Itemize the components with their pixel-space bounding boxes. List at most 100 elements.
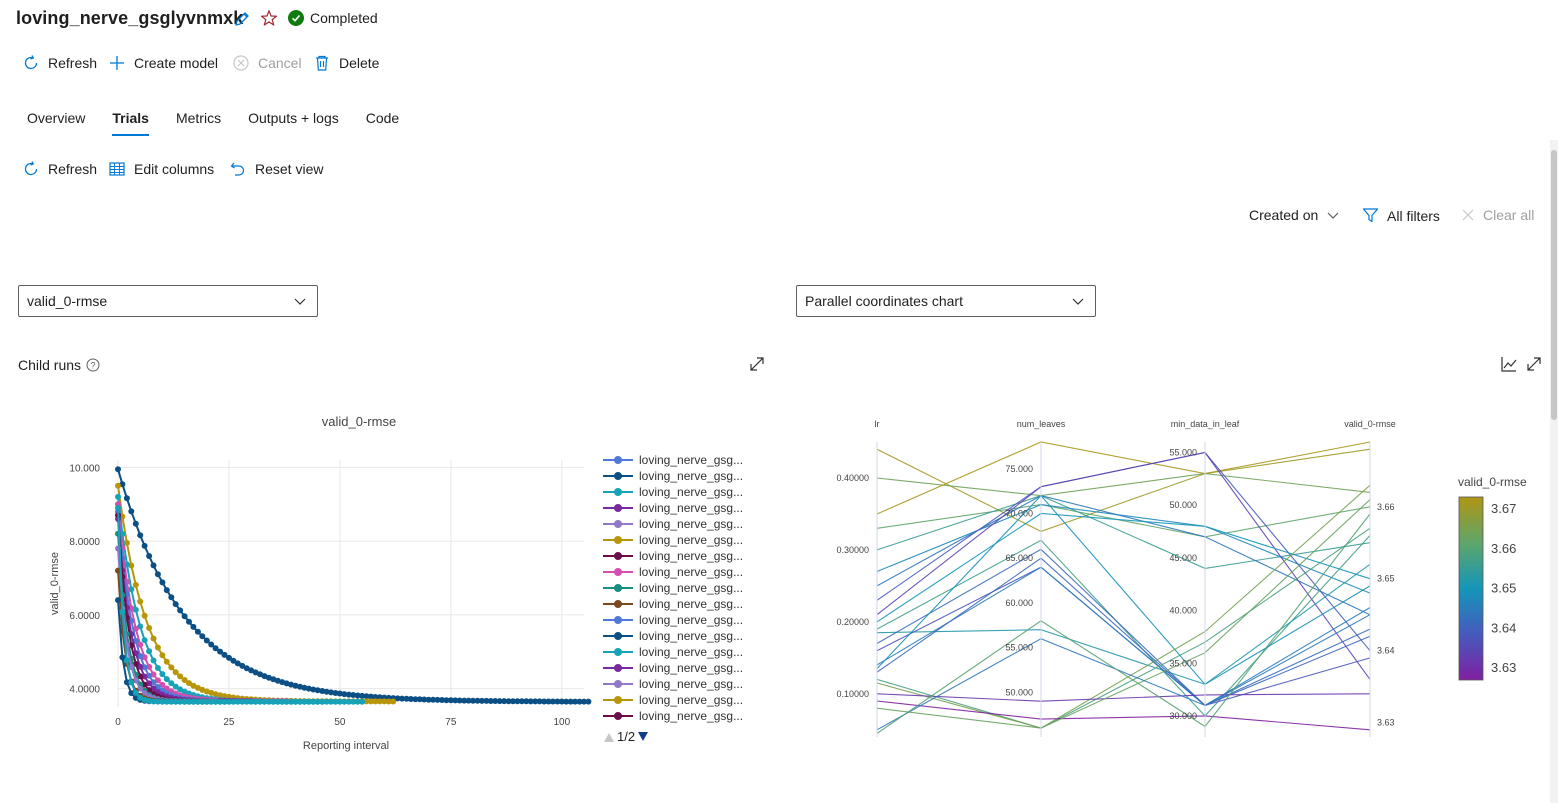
data-point <box>270 698 277 705</box>
data-point <box>461 697 468 704</box>
legend-item[interactable]: loving_nerve_gsg... <box>603 452 743 468</box>
star-icon[interactable] <box>260 9 278 30</box>
line-chart-panel: valid_0-rmse 4.0000 6.0000 8.0000 10.000 0 25 5… <box>0 405 790 765</box>
data-point <box>514 698 521 705</box>
legend-item[interactable]: loving_nerve_gsg... <box>603 580 743 596</box>
tab-overview[interactable]: Overview <box>27 110 86 126</box>
chart-type-select[interactable]: Parallel coordinates chart <box>796 285 1096 317</box>
chart-title: valid_0-rmse <box>322 414 396 429</box>
expand-icon[interactable] <box>748 355 766 376</box>
legend-pager: 1/2 <box>603 729 649 744</box>
data-point <box>221 698 228 705</box>
expand-icon[interactable] <box>1525 355 1543 376</box>
legend-item[interactable]: loving_nerve_gsg... <box>603 708 743 724</box>
legend-item[interactable]: loving_nerve_gsg... <box>603 628 743 644</box>
legend-item[interactable]: loving_nerve_gsg... <box>603 468 743 484</box>
data-point <box>372 694 379 700</box>
filter-icon <box>1362 208 1379 223</box>
all-filters-button[interactable]: All filters <box>1362 207 1440 224</box>
created-on-filter[interactable]: Created on <box>1249 207 1340 223</box>
data-point <box>350 692 357 698</box>
data-point <box>541 698 548 705</box>
delete-button[interactable]: Delete <box>313 54 379 72</box>
data-point <box>163 587 170 594</box>
legend-item[interactable]: loving_nerve_gsg... <box>603 532 743 548</box>
data-point <box>132 660 139 667</box>
reset-view-button[interactable]: Reset view <box>229 160 323 178</box>
data-point <box>146 697 153 704</box>
parallel-line <box>876 504 1371 594</box>
colorbar-tick-label: 3.65 <box>1491 581 1516 596</box>
data-point <box>159 652 166 659</box>
clear-all-button[interactable]: Clear all <box>1461 207 1534 223</box>
data-point <box>328 689 334 696</box>
legend-item[interactable]: loving_nerve_gsg... <box>603 548 743 564</box>
tab-outputs-logs[interactable]: Outputs + logs <box>248 110 339 126</box>
parallel-line <box>876 448 1371 532</box>
data-point <box>141 542 148 549</box>
data-point <box>332 698 339 705</box>
create-model-button[interactable]: Create model <box>108 54 218 72</box>
pencil-icon[interactable] <box>233 10 251 31</box>
legend-item[interactable]: loving_nerve_gsg... <box>603 516 743 532</box>
legend-item[interactable]: loving_nerve_gsg... <box>603 660 743 676</box>
refresh-button[interactable]: Refresh <box>22 54 97 72</box>
data-point <box>359 698 366 705</box>
line-chart-icon[interactable] <box>1500 355 1518 376</box>
trash-icon <box>316 55 328 71</box>
triangle-up-icon[interactable] <box>603 731 615 743</box>
data-point <box>137 663 144 670</box>
scrollbar-track[interactable] <box>1550 140 1558 803</box>
data-point <box>154 698 161 705</box>
tab-code[interactable]: Code <box>365 110 400 126</box>
data-point <box>141 673 148 680</box>
scrollbar-thumb[interactable] <box>1551 150 1557 420</box>
data-point <box>421 696 428 703</box>
data-point <box>394 695 401 702</box>
edit-columns-button[interactable]: Edit columns <box>108 160 214 178</box>
data-point <box>163 698 170 705</box>
data-point <box>123 679 130 686</box>
chevron-down-icon <box>1072 298 1084 305</box>
help-icon[interactable]: ? <box>86 358 100 372</box>
data-point <box>212 698 219 705</box>
create-model-label: Create model <box>134 55 219 71</box>
legend-item[interactable]: loving_nerve_gsg... <box>603 612 743 628</box>
legend-item[interactable]: loving_nerve_gsg... <box>603 676 743 692</box>
legend-item[interactable]: loving_nerve_gsg... <box>603 644 743 660</box>
data-point <box>154 571 161 578</box>
tab-metrics[interactable]: Metrics <box>175 110 222 126</box>
legend-item[interactable]: loving_nerve_gsg... <box>603 692 743 708</box>
metric-select[interactable]: valid_0-rmse <box>18 285 318 317</box>
data-point <box>234 698 241 705</box>
data-point <box>137 598 144 605</box>
legend-label: loving_nerve_gsg... <box>639 597 744 611</box>
child-runs-label: Child runs <box>18 357 82 373</box>
cancel-icon <box>233 55 249 71</box>
parallel-line <box>876 484 1371 729</box>
data-point <box>283 680 290 687</box>
data-point <box>141 696 148 703</box>
data-point <box>248 667 255 674</box>
data-point <box>115 482 121 489</box>
data-point <box>137 532 144 539</box>
parallel-line <box>876 566 1371 707</box>
legend-swatch <box>603 583 633 593</box>
data-point <box>572 698 579 705</box>
legend-item[interactable]: loving_nerve_gsg... <box>603 484 743 500</box>
legend-item[interactable]: loving_nerve_gsg... <box>603 500 743 516</box>
data-point <box>137 653 144 659</box>
legend-label: loving_nerve_gsg... <box>639 469 744 483</box>
delete-label: Delete <box>339 55 380 71</box>
trials-refresh-button[interactable]: Refresh <box>22 160 97 178</box>
parallel-tick-label: 3.64 <box>1377 646 1395 656</box>
parallel-tick-label: 60.000 <box>1005 598 1033 608</box>
legend-item[interactable]: loving_nerve_gsg... <box>603 564 743 580</box>
legend-label: loving_nerve_gsg... <box>639 565 744 579</box>
legend-item[interactable]: loving_nerve_gsg... <box>603 596 743 612</box>
cancel-button[interactable]: Cancel <box>232 54 302 72</box>
data-point <box>581 698 587 705</box>
data-point <box>297 698 303 705</box>
tab-trials[interactable]: Trials <box>103 106 158 136</box>
triangle-down-icon[interactable] <box>637 731 649 743</box>
